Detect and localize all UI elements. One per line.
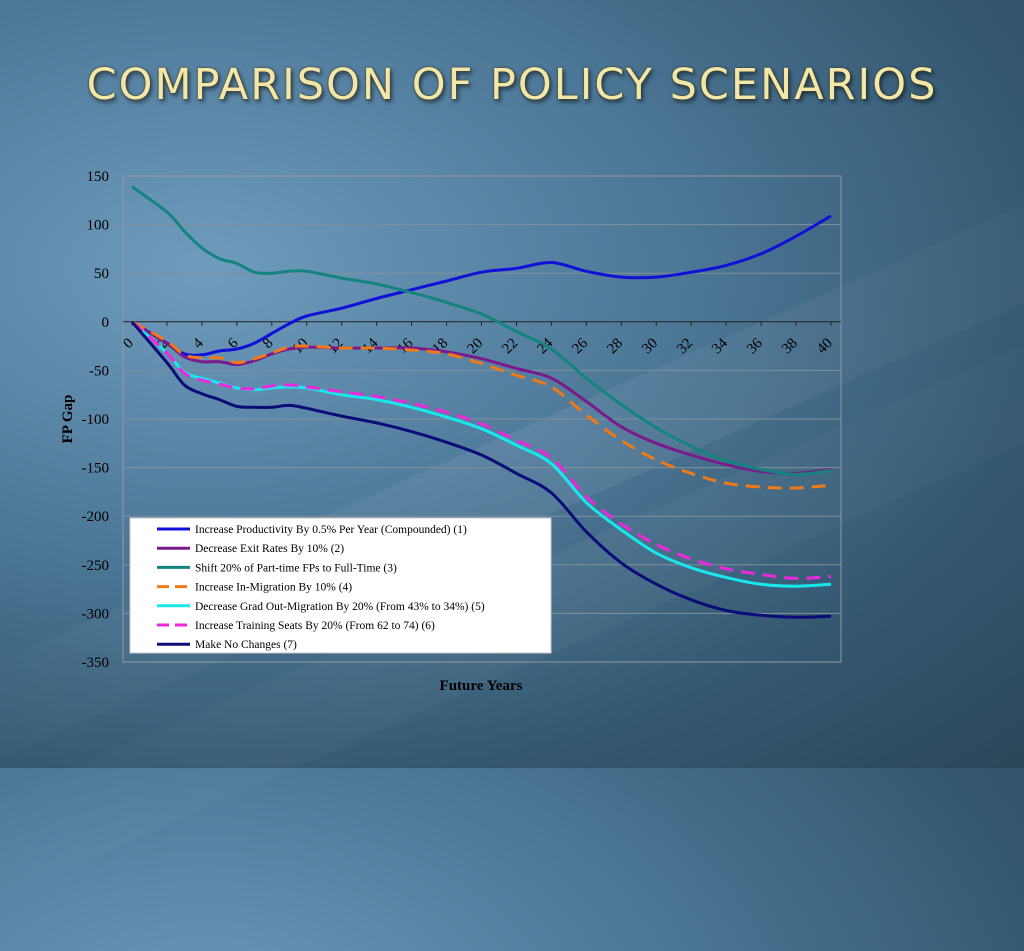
x-tick-label: 40	[814, 335, 836, 357]
legend-label-6: Increase Training Seats By 20% (From 62 …	[195, 620, 435, 632]
x-tick-label: 36	[744, 335, 766, 357]
series-line-7	[130, 320, 832, 619]
x-tick-label: 38	[779, 335, 801, 357]
x-axis-title: Future Years	[440, 678, 523, 694]
y-axis: 150 100 50 0 -50 -100 -150 -200 -250 -300 -350	[82, 169, 110, 671]
series-line-3	[131, 185, 832, 476]
series-lines	[130, 185, 832, 619]
legend-label-5: Decrease Grad Out-Migration By 20% (From…	[195, 601, 485, 613]
x-tick-label: 28	[604, 335, 626, 357]
x-tick-label: 26	[569, 335, 591, 357]
legend-label-2: Decrease Exit Rates By 10% (2)	[195, 543, 344, 555]
series-line-4	[131, 320, 832, 490]
gridlines	[123, 224, 841, 614]
y-tick-label: -150	[82, 461, 110, 477]
x-tick-label: 30	[639, 335, 661, 357]
x-tick-label: 34	[709, 335, 731, 357]
y-tick-label: 100	[87, 218, 110, 234]
slide-title: COMPARISON OF POLICY SCENARIOS	[86, 60, 938, 110]
x-tick-label: 14	[360, 335, 382, 357]
y-tick-label: 150	[87, 169, 110, 185]
series-line-6	[130, 320, 832, 580]
x-tick-label: 20	[464, 335, 486, 357]
y-tick-label: -350	[82, 655, 110, 671]
legend-label-4: Increase In-Migration By 10% (4)	[195, 582, 352, 594]
y-tick-label: -200	[82, 509, 110, 525]
legend: Increase Productivity By 0.5% Per Year (…	[129, 517, 552, 654]
y-tick-label: -300	[82, 606, 110, 622]
y-axis-title: FP Gap	[60, 395, 76, 444]
legend-label-1: Increase Productivity By 0.5% Per Year (…	[195, 524, 467, 536]
x-tick-label: 22	[499, 335, 521, 357]
legend-label-7: Make No Changes (7)	[195, 639, 297, 651]
x-axis: 0 2 4 6 8 10 12 14 16 18 20 22 24 26 28 30 32 34 36 38 40	[120, 321, 841, 357]
legend-box	[129, 517, 552, 654]
series-line-1	[131, 214, 832, 357]
legend-label-3: Shift 20% of Part-time FPs to Full-Time …	[195, 562, 397, 574]
y-tick-label: -50	[89, 363, 109, 379]
series-line-2	[131, 320, 832, 475]
policy-scenarios-chart: 0 2 4 6 8 10 12 14 16 18 20 22 24 26 28 30 32 34 36 38 40 15…	[60, 169, 842, 694]
y-tick-label: 0	[102, 315, 110, 331]
y-tick-label: -250	[82, 558, 110, 574]
x-tick-label: 18	[429, 335, 451, 357]
x-tick-label: 4	[190, 335, 207, 352]
y-tick-label: 50	[94, 266, 109, 282]
y-tick-label: -100	[82, 412, 110, 428]
x-tick-label: 32	[674, 335, 696, 357]
x-tick-label: 16	[395, 335, 417, 357]
